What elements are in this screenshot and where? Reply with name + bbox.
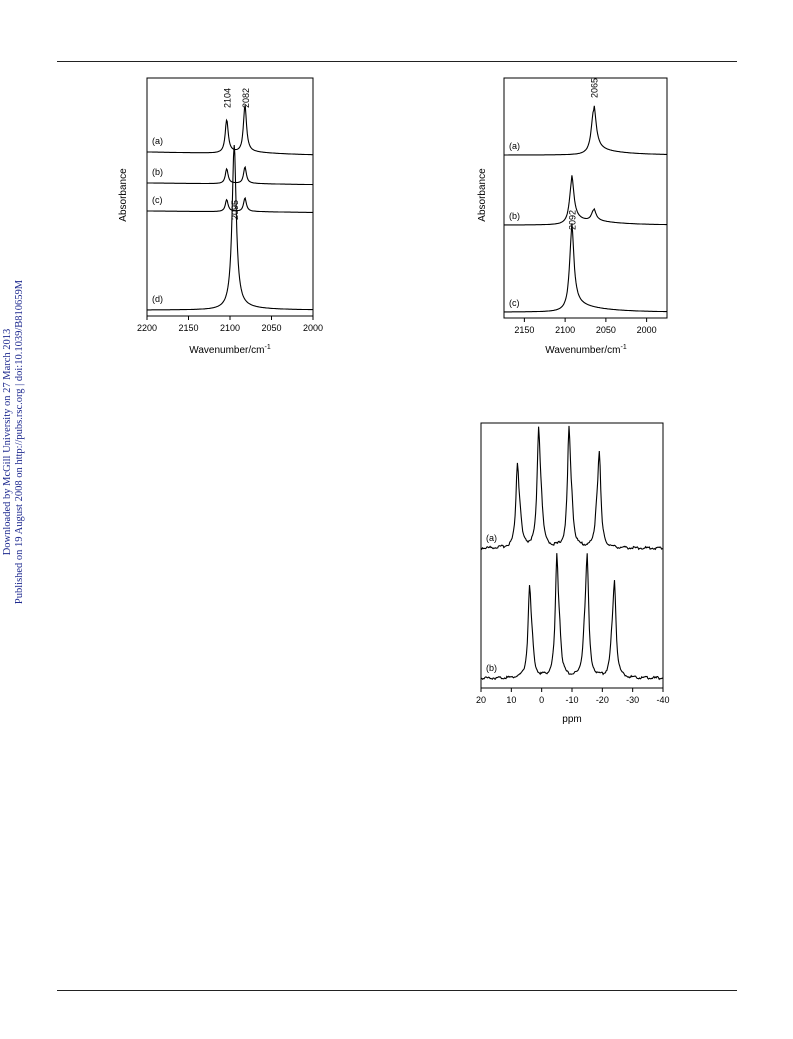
series-line-1 bbox=[147, 165, 313, 186]
peak-annotation: 2092 bbox=[568, 210, 578, 230]
peak-annotation: 2104 bbox=[223, 88, 233, 108]
x-tick-label: 2050 bbox=[261, 323, 281, 333]
series-label: (a) bbox=[509, 141, 520, 151]
series-label: (c) bbox=[152, 195, 163, 205]
x-tick-label: 20 bbox=[476, 695, 486, 705]
x-tick-label: 0 bbox=[539, 695, 544, 705]
peak-annotation: 2082 bbox=[241, 88, 251, 108]
x-tick-label: 2100 bbox=[220, 323, 240, 333]
download-note: Downloaded by McGill University on 27 Ma… bbox=[2, 272, 40, 612]
plot-frame bbox=[480, 422, 664, 689]
series-label: (b) bbox=[486, 663, 497, 673]
series-label: (a) bbox=[486, 533, 497, 543]
x-axis-label: Wavenumber/cm-1 bbox=[189, 344, 271, 356]
peak-annotation: 2065 bbox=[590, 78, 600, 98]
ir-spectra-chart-2: (a) (b) (c) 2065 2092 2150 2100 2050 2000 Absor… bbox=[477, 77, 668, 356]
series-label: (c) bbox=[509, 298, 520, 308]
plot-frame bbox=[503, 77, 668, 319]
series-label: (d) bbox=[152, 294, 163, 304]
header-rule bbox=[57, 61, 737, 62]
x-tick-label: -20 bbox=[596, 695, 609, 705]
series-line-2 bbox=[147, 196, 313, 213]
nmr-spectra-chart: (a) (b) 20 10 0 -10 -20 -30 -40 ppm bbox=[476, 422, 670, 725]
series-line-2 bbox=[504, 223, 667, 313]
footer-rule bbox=[57, 990, 737, 991]
download-note-line1: Downloaded by McGill University on 27 Ma… bbox=[2, 328, 13, 556]
series-line-1 bbox=[504, 175, 667, 226]
plot-frame bbox=[146, 77, 314, 317]
x-tick-label: 2200 bbox=[137, 323, 157, 333]
x-tick-label: -40 bbox=[656, 695, 669, 705]
series-line-3 bbox=[147, 144, 313, 311]
download-note-line2: Published on 19 August 2008 on http://pu… bbox=[14, 279, 25, 605]
series-line-0 bbox=[480, 425, 664, 551]
x-tick-label: 2150 bbox=[178, 323, 198, 333]
x-tick-label: 2050 bbox=[596, 325, 616, 335]
series-label: (b) bbox=[152, 167, 163, 177]
x-tick-label: 2100 bbox=[555, 325, 575, 335]
y-axis-label: Absorbance bbox=[118, 168, 129, 222]
x-tick-label: -30 bbox=[626, 695, 639, 705]
x-axis-label: Wavenumber/cm-1 bbox=[545, 344, 627, 356]
series-line-0 bbox=[147, 105, 313, 156]
peak-annotation: 2095 bbox=[230, 200, 240, 220]
series-label: (b) bbox=[509, 211, 520, 221]
x-tick-label: -10 bbox=[565, 695, 578, 705]
x-tick-label: 2150 bbox=[514, 325, 534, 335]
y-axis-label: Absorbance bbox=[477, 168, 488, 222]
x-tick-label: 2000 bbox=[303, 323, 323, 333]
x-axis-label: ppm bbox=[562, 714, 581, 725]
series-line-0 bbox=[504, 105, 667, 156]
x-tick-label: 10 bbox=[506, 695, 516, 705]
series-line-1 bbox=[480, 553, 664, 681]
x-tick-label: 2000 bbox=[637, 325, 657, 335]
series-label: (a) bbox=[152, 136, 163, 146]
ir-spectra-chart-1: (a) (b) (c) (d) 2104 2082 2095 2200 2150 2100 205… bbox=[118, 77, 323, 356]
